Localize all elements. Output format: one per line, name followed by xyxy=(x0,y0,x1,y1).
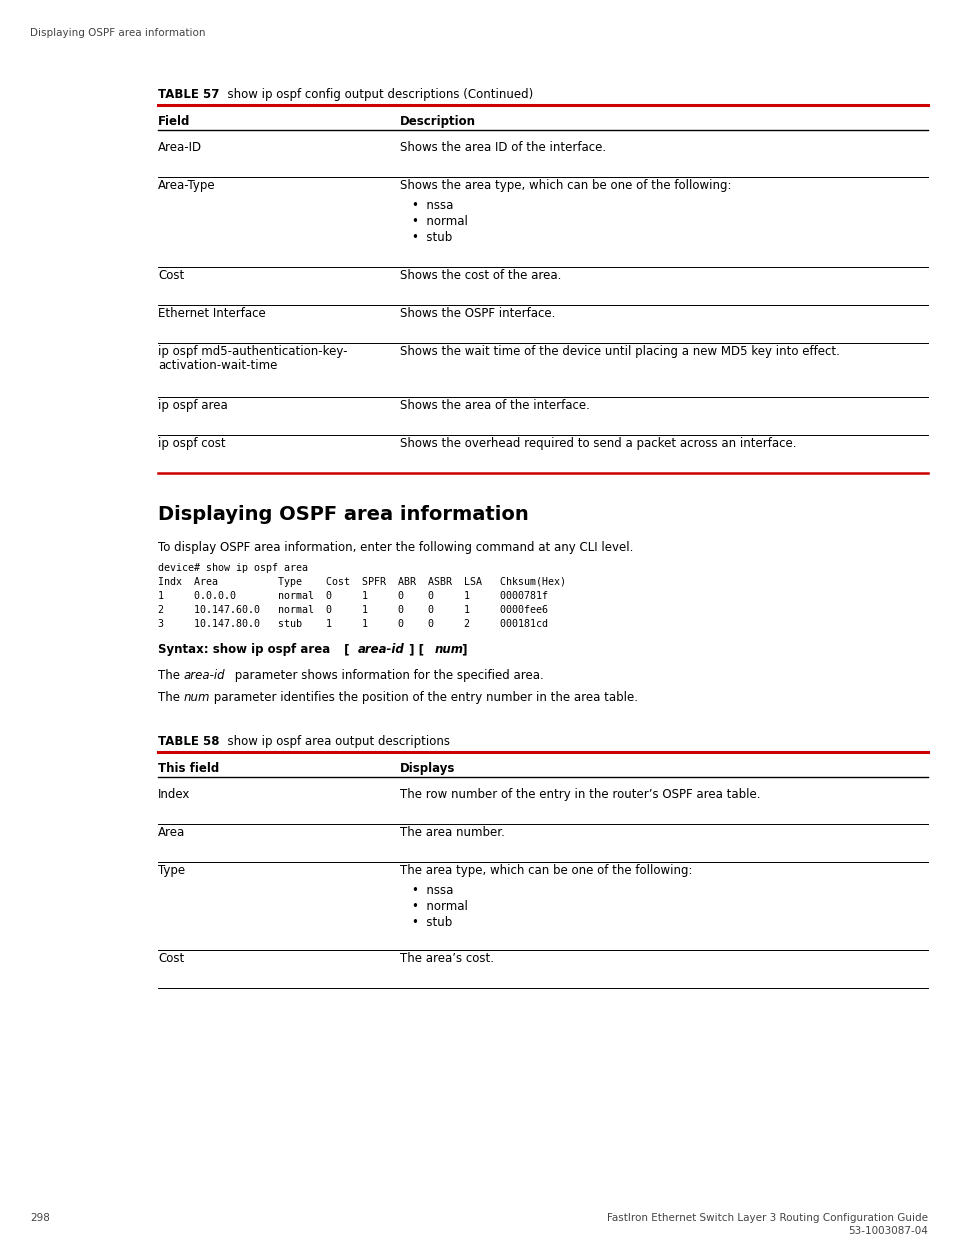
Text: TABLE 57: TABLE 57 xyxy=(158,88,219,101)
Text: •  normal: • normal xyxy=(412,900,467,913)
Text: area-id: area-id xyxy=(357,643,404,656)
Text: Shows the cost of the area.: Shows the cost of the area. xyxy=(399,269,560,282)
Text: ]: ] xyxy=(457,643,467,656)
Text: Shows the area ID of the interface.: Shows the area ID of the interface. xyxy=(399,141,605,154)
Text: The: The xyxy=(158,669,184,682)
Text: Area: Area xyxy=(158,826,185,839)
Text: Ethernet Interface: Ethernet Interface xyxy=(158,308,266,320)
Text: The: The xyxy=(158,692,184,704)
Text: Area-ID: Area-ID xyxy=(158,141,202,154)
Text: 298: 298 xyxy=(30,1213,50,1223)
Text: Displays: Displays xyxy=(399,762,455,776)
Text: The area type, which can be one of the following:: The area type, which can be one of the f… xyxy=(399,864,692,877)
Text: •  nssa: • nssa xyxy=(412,884,453,897)
Text: FastIron Ethernet Switch Layer 3 Routing Configuration Guide: FastIron Ethernet Switch Layer 3 Routing… xyxy=(606,1213,927,1223)
Text: •  normal: • normal xyxy=(412,215,467,228)
Text: This field: This field xyxy=(158,762,219,776)
Text: Field: Field xyxy=(158,115,191,128)
Text: •  stub: • stub xyxy=(412,231,452,245)
Text: To display OSPF area information, enter the following command at any CLI level.: To display OSPF area information, enter … xyxy=(158,541,633,555)
Text: Type: Type xyxy=(158,864,185,877)
Text: Cost: Cost xyxy=(158,269,184,282)
Text: TABLE 58: TABLE 58 xyxy=(158,735,219,748)
Text: device# show ip ospf area: device# show ip ospf area xyxy=(158,563,308,573)
Text: Cost: Cost xyxy=(158,952,184,965)
Text: Shows the area type, which can be one of the following:: Shows the area type, which can be one of… xyxy=(399,179,731,191)
Text: The area’s cost.: The area’s cost. xyxy=(399,952,494,965)
Text: 1     0.0.0.0       normal  0     1     0    0     1     0000781f: 1 0.0.0.0 normal 0 1 0 0 1 0000781f xyxy=(158,592,547,601)
Text: parameter shows information for the specified area.: parameter shows information for the spec… xyxy=(231,669,543,682)
Text: ] [: ] [ xyxy=(405,643,428,656)
Text: The row number of the entry in the router’s OSPF area table.: The row number of the entry in the route… xyxy=(399,788,760,802)
Text: 53-1003087-04: 53-1003087-04 xyxy=(847,1226,927,1235)
Text: ip ospf md5-authentication-key-: ip ospf md5-authentication-key- xyxy=(158,345,347,358)
Text: ip ospf cost: ip ospf cost xyxy=(158,437,226,450)
Text: show ip ospf config output descriptions (Continued): show ip ospf config output descriptions … xyxy=(220,88,533,101)
Text: Shows the area of the interface.: Shows the area of the interface. xyxy=(399,399,589,412)
Text: Indx  Area          Type    Cost  SPFR  ABR  ASBR  LSA   Chksum(Hex): Indx Area Type Cost SPFR ABR ASBR LSA Ch… xyxy=(158,577,565,587)
Text: Shows the wait time of the device until placing a new MD5 key into effect.: Shows the wait time of the device until … xyxy=(399,345,839,358)
Text: •  nssa: • nssa xyxy=(412,199,453,212)
Text: num: num xyxy=(184,692,211,704)
Text: Area-Type: Area-Type xyxy=(158,179,215,191)
Text: Displaying OSPF area information: Displaying OSPF area information xyxy=(158,505,528,524)
Text: parameter identifies the position of the entry number in the area table.: parameter identifies the position of the… xyxy=(210,692,638,704)
Text: 2     10.147.60.0   normal  0     1     0    0     1     0000fee6: 2 10.147.60.0 normal 0 1 0 0 1 0000fee6 xyxy=(158,605,547,615)
Text: Description: Description xyxy=(399,115,476,128)
Text: The area number.: The area number. xyxy=(399,826,504,839)
Text: Displaying OSPF area information: Displaying OSPF area information xyxy=(30,28,205,38)
Text: activation-wait-time: activation-wait-time xyxy=(158,359,277,372)
Text: Shows the OSPF interface.: Shows the OSPF interface. xyxy=(399,308,555,320)
Text: 3     10.147.80.0   stub    1     1     0    0     2     000181cd: 3 10.147.80.0 stub 1 1 0 0 2 000181cd xyxy=(158,619,547,629)
Text: ip ospf area: ip ospf area xyxy=(158,399,228,412)
Text: Index: Index xyxy=(158,788,191,802)
Text: Shows the overhead required to send a packet across an interface.: Shows the overhead required to send a pa… xyxy=(399,437,796,450)
Text: area-id: area-id xyxy=(184,669,226,682)
Text: Syntax: show ip ospf area: Syntax: show ip ospf area xyxy=(158,643,330,656)
Text: num: num xyxy=(435,643,463,656)
Text: •  stub: • stub xyxy=(412,916,452,929)
Text: show ip ospf area output descriptions: show ip ospf area output descriptions xyxy=(220,735,450,748)
Text: [: [ xyxy=(339,643,354,656)
